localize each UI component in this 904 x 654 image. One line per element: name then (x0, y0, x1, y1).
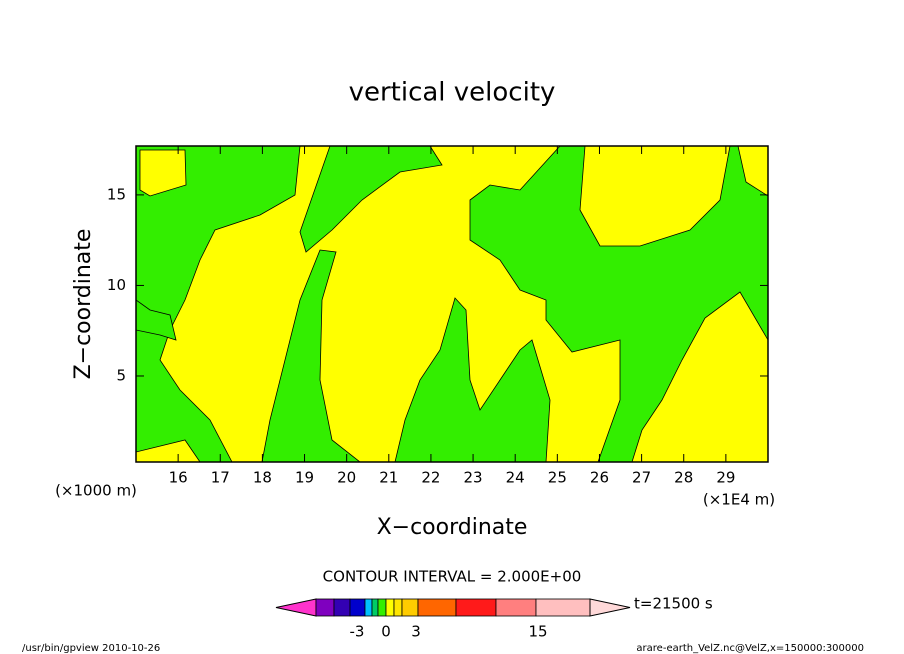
x-tick-label: 29 (716, 469, 735, 487)
x-tick-label: 27 (632, 469, 651, 487)
colorbar-segment (385, 598, 395, 617)
x-tick-label: 24 (506, 469, 525, 487)
x-tick-label: 17 (211, 469, 230, 487)
contour-region (261, 249, 361, 462)
y-unit: (×1000 m) (55, 482, 137, 500)
x-tick-label: 18 (253, 469, 272, 487)
colorbar-segment (377, 598, 387, 617)
footer-left: /usr/bin/gpview 2010-10-26 (22, 643, 160, 654)
x-tick-label: 25 (548, 469, 567, 487)
x-tick-label: 21 (379, 469, 398, 487)
colorbar: -3 0 3 15 (275, 598, 631, 641)
contour-region (394, 297, 551, 462)
colorbar-segment (495, 598, 537, 617)
colorbar-segment (364, 598, 373, 617)
time-label: t=21500 s (634, 595, 713, 613)
x-tick-label: 16 (169, 469, 188, 487)
x-tick-label: 23 (464, 469, 483, 487)
colorbar-segment (401, 598, 419, 617)
contour-region (469, 146, 768, 462)
colorbar-tick-label: 3 (411, 623, 421, 641)
colorbar-segment (535, 598, 591, 617)
y-tick-label: 5 (116, 366, 126, 384)
contour-region (737, 146, 768, 197)
colorbar-segment (417, 598, 457, 617)
x-tick-label: 26 (590, 469, 609, 487)
y-axis-label: Z−coordinate (71, 229, 96, 380)
colorbar-under (275, 598, 317, 617)
contour-region (299, 146, 443, 253)
colorbar-segment (349, 598, 366, 617)
colorbar-segment (455, 598, 497, 617)
y-tick-label: 15 (107, 185, 126, 203)
contour-region (139, 149, 187, 197)
contour-interval: CONTOUR INTERVAL = 2.000E+00 (323, 568, 582, 586)
colorbar-segment (371, 598, 379, 617)
x-axis-label: X−coordinate (377, 515, 528, 540)
contour-region (136, 299, 177, 341)
x-tick-label: 20 (337, 469, 356, 487)
contour-field (136, 146, 768, 462)
colorbar-over (589, 598, 631, 617)
colorbar-segment (333, 598, 351, 617)
colorbar-tick-label: 0 (381, 623, 391, 641)
plot-frame (135, 145, 769, 463)
x-unit: (×1E4 m) (703, 491, 775, 509)
x-tick-label: 19 (295, 469, 314, 487)
chart-title: vertical velocity (349, 78, 556, 108)
colorbar-segment (315, 598, 335, 617)
x-tick-label: 22 (421, 469, 440, 487)
footer-right: arare-earth_VelZ.nc@VelZ,x=150000:300000 (636, 643, 864, 654)
colorbar-tick-label: 15 (528, 623, 547, 641)
y-tick-label: 10 (107, 276, 126, 294)
x-tick-label: 28 (674, 469, 693, 487)
colorbar-tick-label: -3 (350, 623, 365, 641)
colorbar-segment (393, 598, 403, 617)
contour-region (136, 146, 301, 462)
